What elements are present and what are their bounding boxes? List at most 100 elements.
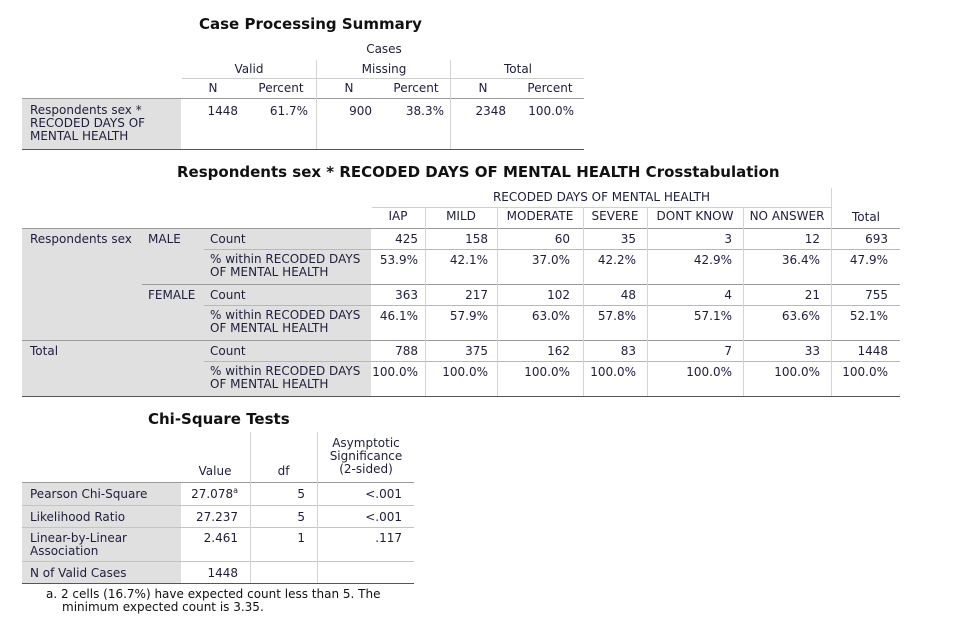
case-divider <box>182 78 584 79</box>
chi-df-pearson: 5 <box>297 487 305 501</box>
cell-female-count-no-answer: 21 <box>804 288 820 302</box>
cell-female-pct-mild: 57.9% <box>449 309 488 323</box>
stat-count-total: Count <box>210 344 246 358</box>
row-group-total: Total <box>30 344 59 358</box>
stat-count-female: Count <box>210 288 246 302</box>
col-group-label: RECODED DAYS OF MENTAL HEALTH <box>492 190 711 204</box>
case-divider <box>22 98 584 99</box>
chi-divider <box>22 583 414 584</box>
cell-female-pct-iap: 46.1% <box>379 309 418 323</box>
chi-divider <box>22 527 414 528</box>
chi-value-likelihood: 27.237 <box>196 510 238 524</box>
cell-total-count-dont-know: 7 <box>724 344 732 358</box>
cell-male-count-no-answer: 12 <box>804 232 820 246</box>
sig-header-1: Asymptotic <box>332 436 400 450</box>
subheader-total-n: N <box>478 81 488 95</box>
cell-total-count-iap: 788 <box>395 344 418 358</box>
cell-male-count-severe: 35 <box>620 232 636 246</box>
cell-female-count-dont-know: 4 <box>724 288 732 302</box>
crosstab-divider <box>204 361 900 362</box>
stat-pct-female-2: OF MENTAL HEALTH <box>210 321 329 335</box>
cell-male-pct-total: 47.9% <box>849 253 888 267</box>
cases-label: Cases <box>366 42 402 56</box>
cell-female-count-iap: 363 <box>395 288 418 302</box>
case-row-label-2: RECODED DAYS OF <box>30 116 146 130</box>
footnote-line-2: minimum expected count is 3.35. <box>62 600 264 614</box>
cell-male-pct-severe: 42.2% <box>597 253 636 267</box>
cell-male-pct-no-answer: 36.4% <box>781 253 820 267</box>
cell-total-pct-severe: 100.0% <box>590 365 636 379</box>
subheader-missing-n: N <box>344 81 354 95</box>
case-missing-n: 900 <box>349 104 372 118</box>
col-header-no-answer: NO ANSWER <box>749 209 825 223</box>
case-valid-percent: 61.7% <box>269 104 308 118</box>
case-divider <box>450 60 451 149</box>
chi-value-linear: 2.461 <box>203 531 238 545</box>
cell-total-count-mild: 375 <box>465 344 488 358</box>
cell-female-count-severe: 48 <box>620 288 636 302</box>
chi-value-pearson: 27.078a <box>191 486 238 501</box>
cell-female-pct-severe: 57.8% <box>597 309 636 323</box>
crosstab-divider <box>22 396 900 397</box>
subheader-total-percent: Percent <box>527 81 573 95</box>
footnote-line-1: a. 2 cells (16.7%) have expected count l… <box>46 587 381 601</box>
case-total-n: 2348 <box>475 104 506 118</box>
group-header-total: Total <box>503 62 533 76</box>
case-row-label-bg <box>22 99 181 149</box>
cell-female-pct-total: 52.1% <box>849 309 888 323</box>
stat-pct-total-1: % within RECODED DAYS <box>210 364 361 378</box>
case-summary-title: Case Processing Summary <box>199 15 422 33</box>
cell-total-pct-moderate: 100.0% <box>524 365 570 379</box>
chi-divider <box>22 505 414 506</box>
cell-female-pct-moderate: 63.0% <box>531 309 570 323</box>
chi-divider <box>22 482 414 483</box>
chi-row-label-n-valid: N of Valid Cases <box>30 566 127 580</box>
case-divider <box>316 60 317 149</box>
chi-row-label-linear-2: Association <box>30 544 99 558</box>
crosstab-divider <box>831 188 832 396</box>
chi-value-n-valid: 1448 <box>207 566 238 580</box>
case-row-label-3: MENTAL HEALTH <box>30 129 129 143</box>
case-divider <box>22 149 584 150</box>
value-header: Value <box>198 464 232 478</box>
df-header: df <box>277 464 290 478</box>
stat-pct-total-2: OF MENTAL HEALTH <box>210 377 329 391</box>
crosstab-title: Respondents sex * RECODED DAYS OF MENTAL… <box>177 163 780 181</box>
cell-male-pct-iap: 53.9% <box>379 253 418 267</box>
col-header-total: Total <box>851 210 881 224</box>
chi-df-linear: 1 <box>297 531 305 545</box>
row-group-female: FEMALE <box>148 288 196 302</box>
sig-header-2: Significance <box>329 449 403 463</box>
case-valid-n: 1448 <box>207 104 238 118</box>
cell-total-pct-mild: 100.0% <box>442 365 488 379</box>
cell-female-count-mild: 217 <box>465 288 488 302</box>
case-missing-percent: 38.3% <box>405 104 444 118</box>
cell-total-count-no-answer: 33 <box>804 344 820 358</box>
cell-male-count-mild: 158 <box>465 232 488 246</box>
cell-male-pct-dont-know: 42.9% <box>693 253 732 267</box>
chi-divider <box>317 432 318 583</box>
cell-male-count-iap: 425 <box>395 232 418 246</box>
chi-sig-pearson: <.001 <box>365 487 402 501</box>
stat-count-male: Count <box>210 232 246 246</box>
chi-label-bg <box>22 483 181 583</box>
cell-total-pct-iap: 100.0% <box>372 365 418 379</box>
row-var-label: Respondents sex <box>30 232 132 246</box>
cell-total-pct-dont-know: 100.0% <box>686 365 732 379</box>
cell-female-pct-dont-know: 57.1% <box>693 309 732 323</box>
col-header-moderate: MODERATE <box>506 209 574 223</box>
subheader-missing-percent: Percent <box>393 81 439 95</box>
cell-male-count-dont-know: 3 <box>724 232 732 246</box>
footnote-marker: a <box>233 486 238 495</box>
col-header-mild: MILD <box>446 209 476 223</box>
crosstab-divider <box>743 207 744 396</box>
cell-total-pct-no-answer: 100.0% <box>774 365 820 379</box>
chi-divider <box>250 432 251 583</box>
chi-row-label-linear-1: Linear-by-Linear <box>30 531 127 545</box>
sig-header-3: (2-sided) <box>339 462 393 476</box>
crosstab-label-bg <box>22 229 371 396</box>
cell-female-count-moderate: 102 <box>547 288 570 302</box>
crosstab-divider <box>22 228 900 229</box>
case-row-label-1: Respondents sex * <box>30 103 142 117</box>
chi-sig-likelihood: <.001 <box>365 510 402 524</box>
